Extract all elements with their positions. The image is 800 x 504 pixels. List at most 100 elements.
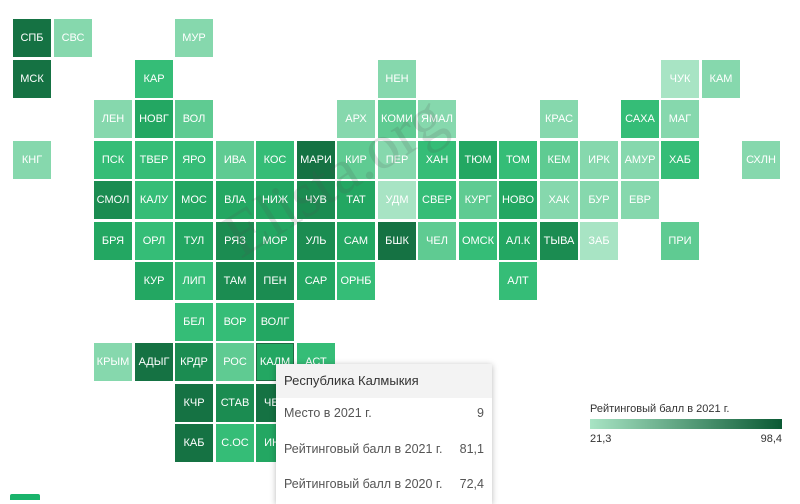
region-tile-46[interactable]: БУР [580, 181, 618, 219]
region-tile-57[interactable]: ОМСК [459, 222, 497, 260]
region-tile-53[interactable]: УЛЬ [297, 222, 335, 260]
region-tile-45[interactable]: ХАК [540, 181, 578, 219]
region-tile-label: ЗАБ [588, 235, 610, 247]
region-tile-43[interactable]: КУРГ [459, 181, 497, 219]
region-tile-81[interactable]: КАБ [175, 424, 213, 462]
region-tile-19[interactable]: ТВЕР [135, 141, 173, 179]
region-tile-68[interactable]: АЛТ [499, 262, 537, 300]
region-tile-44[interactable]: НОВО [499, 181, 537, 219]
region-tile-73[interactable]: АДЫГ [135, 343, 173, 381]
region-tile-34[interactable]: СМОЛ [94, 181, 132, 219]
region-tile-33[interactable]: СХЛН [742, 141, 780, 179]
region-tile-29[interactable]: КЕМ [540, 141, 578, 179]
region-tile-28[interactable]: ТОМ [499, 141, 537, 179]
region-tile-16[interactable]: МАГ [661, 100, 699, 138]
region-tile-2[interactable]: МУР [175, 19, 213, 57]
region-tile-24[interactable]: КИР [337, 141, 375, 179]
region-tile-0[interactable]: СПБ [13, 19, 51, 57]
region-tile-30[interactable]: ИРК [580, 141, 618, 179]
region-tile-79[interactable]: СТАВ [216, 384, 254, 422]
region-tile-31[interactable]: АМУР [621, 141, 659, 179]
region-tile-55[interactable]: БШК [378, 222, 416, 260]
region-tile-67[interactable]: ОРНБ [337, 262, 375, 300]
region-tile-label: САМ [343, 235, 369, 247]
region-tile-10[interactable]: ВОЛ [175, 100, 213, 138]
region-tile-17[interactable]: КНГ [13, 141, 51, 179]
region-tile-40[interactable]: ТАТ [337, 181, 375, 219]
region-tile-66[interactable]: САР [297, 262, 335, 300]
region-tile-21[interactable]: ИВА [216, 141, 254, 179]
region-tile-41[interactable]: УДМ [378, 181, 416, 219]
region-tile-74[interactable]: КРДР [175, 343, 213, 381]
region-tile-36[interactable]: МОС [175, 181, 213, 219]
region-tile-label: СМОЛ [96, 194, 130, 206]
legend-min-label: 21,3 [590, 433, 612, 445]
region-tile-56[interactable]: ЧЕЛ [418, 222, 456, 260]
region-tile-49[interactable]: ОРЛ [135, 222, 173, 260]
region-tile-8[interactable]: ЛЕН [94, 100, 132, 138]
region-tile-label: ТАМ [223, 275, 247, 287]
region-tile-75[interactable]: РОС [216, 343, 254, 381]
region-tile-70[interactable]: ВОР [216, 303, 254, 341]
region-tile-72[interactable]: КРЫМ [94, 343, 132, 381]
corner-widget[interactable] [10, 494, 40, 500]
region-tile-51[interactable]: РЯЗ [216, 222, 254, 260]
region-tile-label: КРДР [180, 356, 208, 368]
region-tile-9[interactable]: НОВГ [135, 100, 173, 138]
region-tile-54[interactable]: САМ [337, 222, 375, 260]
region-tile-label: АЛ.К [505, 235, 531, 247]
region-tile-52[interactable]: МОР [256, 222, 294, 260]
region-tile-26[interactable]: ХАН [418, 141, 456, 179]
region-tile-25[interactable]: ПЕР [378, 141, 416, 179]
region-tile-65[interactable]: ПЕН [256, 262, 294, 300]
region-tile-label: АЛТ [507, 275, 529, 287]
region-tile-label: ХАБ [669, 154, 691, 166]
region-tile-label: КОС [263, 154, 287, 166]
region-tile-20[interactable]: ЯРО [175, 141, 213, 179]
region-tile-58[interactable]: АЛ.К [499, 222, 537, 260]
region-tile-37[interactable]: ВЛА [216, 181, 254, 219]
region-tile-label: МОР [262, 235, 288, 247]
region-tile-7[interactable]: КАМ [702, 60, 740, 98]
region-tile-label: ОРНБ [340, 275, 372, 287]
region-tile-label: ИВА [223, 154, 247, 166]
region-tile-1[interactable]: СВС [54, 19, 92, 57]
region-tile-22[interactable]: КОС [256, 141, 294, 179]
region-tile-50[interactable]: ТУЛ [175, 222, 213, 260]
region-tile-13[interactable]: ЯМАЛ [418, 100, 456, 138]
region-tile-label: РЯЗ [224, 235, 246, 247]
region-tile-64[interactable]: ТАМ [216, 262, 254, 300]
region-tile-6[interactable]: ЧУК [661, 60, 699, 98]
region-tile-42[interactable]: СВЕР [418, 181, 456, 219]
region-tile-11[interactable]: АРХ [337, 100, 375, 138]
region-tile-label: БЕЛ [183, 316, 205, 328]
region-tile-18[interactable]: ПСК [94, 141, 132, 179]
region-tile-23[interactable]: МАРИ [297, 141, 335, 179]
region-tile-35[interactable]: КАЛУ [135, 181, 173, 219]
region-tile-61[interactable]: ПРИ [661, 222, 699, 260]
region-tile-82[interactable]: С.ОС [216, 424, 254, 462]
region-tile-62[interactable]: КУР [135, 262, 173, 300]
region-tile-15[interactable]: САХА [621, 100, 659, 138]
region-tile-12[interactable]: КОМИ [378, 100, 416, 138]
region-tile-60[interactable]: ЗАБ [580, 222, 618, 260]
region-tile-39[interactable]: ЧУВ [297, 181, 335, 219]
region-tile-47[interactable]: ЕВР [621, 181, 659, 219]
region-tile-label: САХА [625, 113, 655, 125]
region-tile-69[interactable]: БЕЛ [175, 303, 213, 341]
region-tile-14[interactable]: КРАС [540, 100, 578, 138]
legend-title: Рейтинговый балл в 2021 г. [590, 403, 730, 415]
region-tile-4[interactable]: КАР [135, 60, 173, 98]
region-tile-59[interactable]: ТЫВА [540, 222, 578, 260]
region-tile-label: ВЛА [224, 194, 246, 206]
region-tile-27[interactable]: ТЮМ [459, 141, 497, 179]
region-tile-3[interactable]: МСК [13, 60, 51, 98]
region-tile-48[interactable]: БРЯ [94, 222, 132, 260]
region-tile-71[interactable]: ВОЛГ [256, 303, 294, 341]
region-tile-63[interactable]: ЛИП [175, 262, 213, 300]
region-tile-label: ОМСК [461, 235, 495, 247]
region-tile-38[interactable]: НИЖ [256, 181, 294, 219]
region-tile-5[interactable]: НЕН [378, 60, 416, 98]
region-tile-78[interactable]: КЧР [175, 384, 213, 422]
region-tile-32[interactable]: ХАБ [661, 141, 699, 179]
